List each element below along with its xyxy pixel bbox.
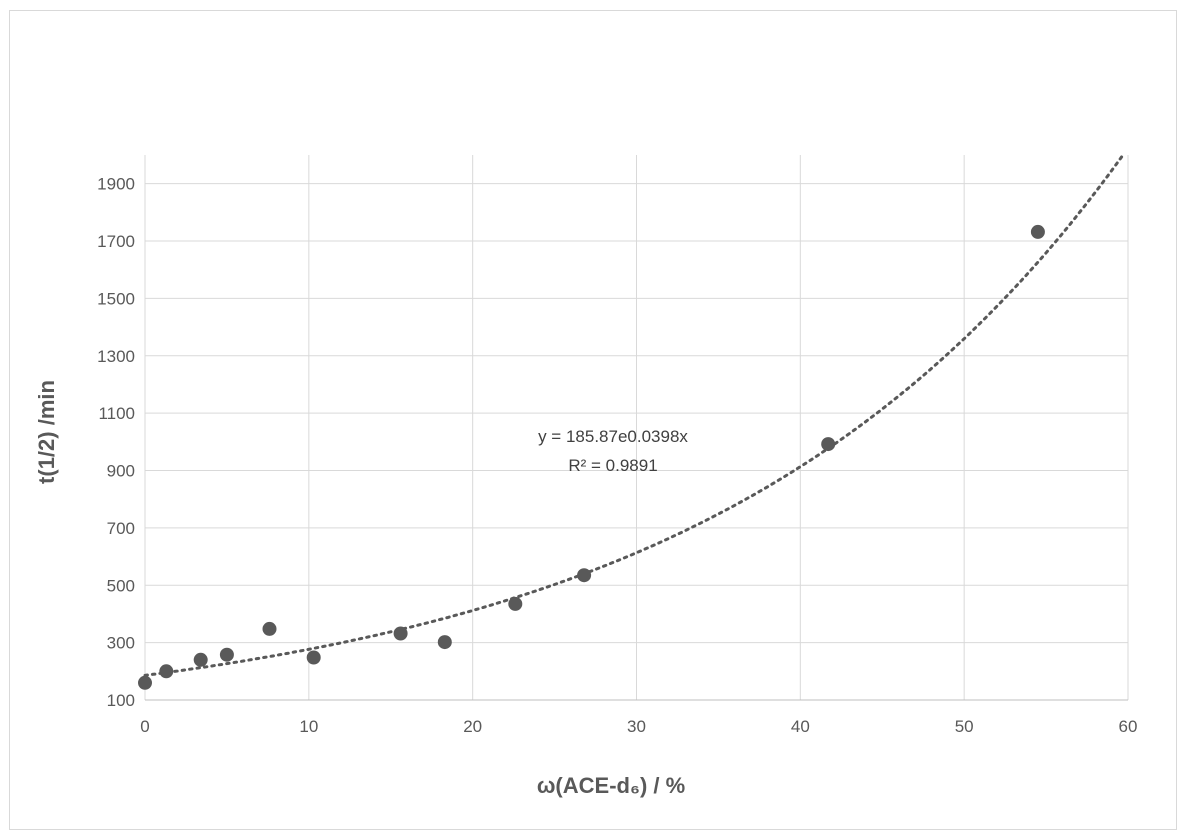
y-tick-label-1900: 1900 (97, 175, 135, 194)
trendline-r-squared: R² = 0.9891 (568, 456, 657, 475)
x-tick-label-10: 10 (299, 717, 318, 736)
y-tick-label-700: 700 (107, 519, 135, 538)
y-tick-label-1700: 1700 (97, 232, 135, 251)
data-point-2[interactable] (159, 664, 174, 679)
x-tick-labels: 0 10 20 30 40 50 60 (140, 717, 1137, 736)
data-point-8[interactable] (437, 635, 452, 650)
gridlines (144, 155, 1129, 701)
x-tick-label-40: 40 (791, 717, 810, 736)
x-tick-label-30: 30 (627, 717, 646, 736)
trendline-curve (143, 153, 1125, 677)
data-point-11[interactable] (821, 437, 836, 452)
data-point-6[interactable] (306, 650, 321, 665)
y-tick-label-100: 100 (107, 691, 135, 710)
y-tick-label-1500: 1500 (97, 289, 135, 308)
data-point-4[interactable] (219, 647, 234, 662)
x-tick-label-50: 50 (955, 717, 974, 736)
y-tick-label-900: 900 (107, 462, 135, 481)
x-tick-label-60: 60 (1119, 717, 1138, 736)
data-point-9[interactable] (508, 596, 523, 611)
y-tick-label-1100: 1100 (98, 404, 135, 423)
y-tick-labels: 100 300 500 700 900 1100 1300 1500 1700 1900 (97, 175, 135, 710)
y-tick-label-1300: 1300 (97, 347, 135, 366)
y-axis-title: t(1/2) /min (34, 380, 59, 484)
data-point-3[interactable] (193, 652, 208, 667)
data-point-12[interactable] (1030, 224, 1045, 239)
trendline (143, 153, 1125, 677)
data-point-5[interactable] (262, 621, 277, 636)
y-tick-label-300: 300 (107, 634, 135, 653)
trendline-equation: y = 185.87e0.0398x (538, 427, 688, 446)
x-tick-label-0: 0 (140, 717, 149, 736)
x-axis-title: ω(ACE-d₆) / % (537, 773, 685, 798)
x-tick-label-20: 20 (463, 717, 482, 736)
y-tick-label-500: 500 (107, 576, 135, 595)
data-point-1[interactable] (138, 675, 152, 690)
chart-frame (9, 10, 1177, 830)
data-point-7[interactable] (393, 626, 408, 641)
data-points (138, 224, 1045, 690)
data-point-10[interactable] (577, 568, 592, 583)
